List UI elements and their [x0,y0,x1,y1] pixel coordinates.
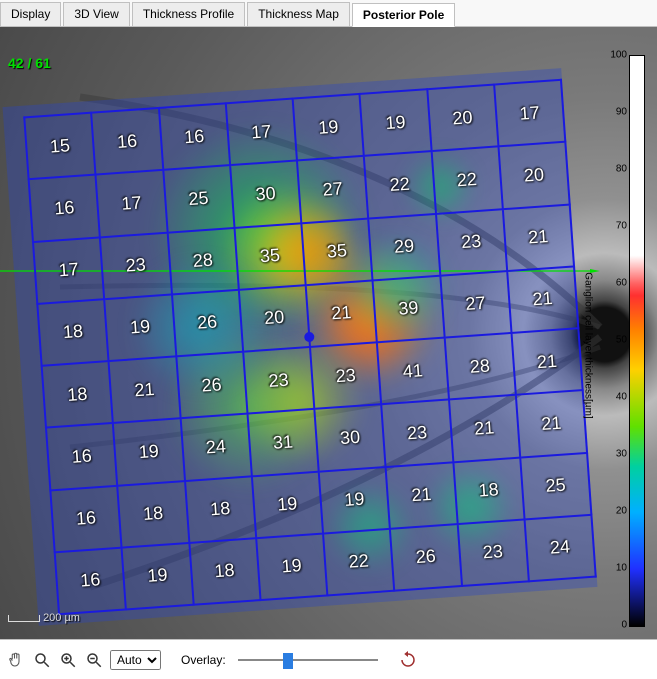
grid-cell: 17 [96,170,167,237]
grid-cell: 16 [50,485,121,552]
grid-cell: 39 [373,276,444,343]
grid-cell: 35 [301,218,372,285]
grid-cell: 28 [444,333,515,400]
pan-icon[interactable] [6,650,26,670]
zoom-mode-select[interactable]: Auto [110,650,161,670]
grid-cell: 30 [314,404,385,471]
grid-cell: 20 [427,85,498,152]
grid-cell: 21 [449,395,520,462]
colorbar-tick: 30 [616,449,627,460]
overlay-label: Overlay: [181,653,226,667]
grid-cell: 21 [386,462,457,529]
grid-cell: 29 [368,213,439,280]
grid-cell: 17 [494,80,565,147]
grid-cell: 27 [297,156,368,223]
scale-bar-label: 200 µm [8,612,80,624]
tab-thickness-profile[interactable]: Thickness Profile [132,2,245,26]
grid-cell: 16 [158,103,229,170]
overlay-slider[interactable] [238,651,378,669]
grid-cell: 21 [516,390,587,457]
grid-cell: 16 [29,175,100,242]
grid-cell: 19 [113,418,184,485]
grid-cell: 21 [511,328,582,395]
grid-cell: 23 [435,209,506,276]
tab-3d-view[interactable]: 3D View [63,2,129,26]
grid-cell: 23 [310,342,381,409]
grid-cell: 21 [109,356,180,423]
grid-cell: 27 [440,271,511,338]
grid-cell: 15 [24,113,95,180]
grid-cell: 31 [247,409,318,476]
grid-cell: 18 [189,538,260,605]
colorbar-title: Ganglion cell layer thickness[µm] [582,272,593,418]
grid-cell: 22 [364,151,435,218]
grid-cell: 19 [293,94,364,161]
zoom-icon[interactable] [32,650,52,670]
colorbar: 0102030405060708090100 Ganglion cell lay… [629,55,653,625]
colorbar-tick: 50 [616,335,627,346]
grid-cell: 23 [243,347,314,414]
grid-cell: 19 [122,543,193,610]
grid-cell: 28 [167,227,238,294]
zoom-out-icon[interactable] [84,650,104,670]
reset-view-icon[interactable] [398,650,418,670]
grid-cell: 21 [306,280,377,347]
grid-cell: 23 [381,400,452,467]
grid-cell: 16 [91,108,162,175]
grid-cell: 17 [226,99,297,166]
grid-cell: 23 [100,232,171,299]
tab-bar: Display3D ViewThickness ProfileThickness… [0,0,657,27]
colorbar-gradient [629,55,645,627]
grid-cell: 26 [171,290,242,357]
viewer-toolbar: Auto Overlay: [0,639,657,679]
grid-cell: 30 [230,161,301,228]
grid-cell: 24 [524,515,595,582]
grid-cell: 19 [104,294,175,361]
grid-cell: 24 [180,414,251,481]
thickness-grid: 1516161719192017161725302722222017232835… [23,79,597,615]
grid-cell: 21 [503,204,574,271]
grid-cell: 16 [55,547,126,614]
grid-cell: 20 [239,285,310,352]
colorbar-tick: 0 [621,620,627,631]
grid-cell: 41 [377,338,448,405]
grid-cell: 19 [360,89,431,156]
grid-cell: 16 [46,423,117,490]
grid-cell: 35 [234,223,305,290]
colorbar-tick: 70 [616,221,627,232]
tab-display[interactable]: Display [0,2,61,26]
grid-cell: 17 [33,237,104,304]
grid-cell: 19 [252,471,323,538]
colorbar-tick: 80 [616,164,627,175]
grid-cell: 18 [42,361,113,428]
tab-posterior-pole[interactable]: Posterior Pole [352,3,455,27]
colorbar-tick: 40 [616,392,627,403]
colorbar-tick: 20 [616,506,627,517]
colorbar-tick: 10 [616,563,627,574]
grid-cell: 18 [117,481,188,548]
grid-cell: 18 [185,476,256,543]
grid-cell: 23 [457,519,528,586]
colorbar-tick: 60 [616,278,627,289]
grid-cell: 26 [176,352,247,419]
colorbar-tick: 100 [610,50,627,61]
grid-cell: 21 [507,266,578,333]
image-viewer: 1516161719192017161725302722222017232835… [0,27,657,642]
grid-cell: 25 [520,452,591,519]
grid-cell: 19 [319,467,390,534]
grid-cell: 18 [37,299,108,366]
grid-cell: 25 [163,165,234,232]
grid-cell: 22 [323,529,394,596]
grid-cell: 20 [498,142,569,209]
colorbar-tick: 90 [616,107,627,118]
zoom-in-icon[interactable] [58,650,78,670]
scan-counter: 42 / 61 [8,55,51,71]
fovea-marker [304,332,315,343]
grid-cell: 26 [390,524,461,591]
grid-cell: 18 [453,457,524,524]
tab-thickness-map[interactable]: Thickness Map [247,2,350,26]
grid-cell: 22 [431,147,502,214]
grid-cell: 19 [256,533,327,600]
